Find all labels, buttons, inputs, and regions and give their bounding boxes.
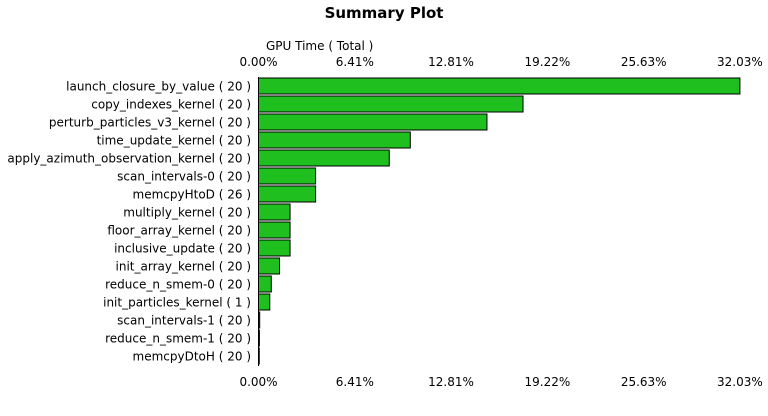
bar-4 [258, 149, 390, 167]
category-label: apply_azimuth_observation_kernel ( 20 ) [7, 152, 251, 166]
category-label: reduce_n_smem-0 ( 20 ) [105, 278, 251, 292]
bottom-tick-labels: 0.00% 6.41% 12.81% 19.22% 25.63% 32.03% [239, 375, 762, 389]
category-label: scan_intervals-1 ( 20 ) [117, 314, 251, 328]
category-label: memcpyDtoH ( 20 ) [133, 350, 251, 364]
category-label: init_particles_kernel ( 1 ) [103, 296, 251, 310]
chart-title: Summary Plot [324, 4, 444, 22]
bottom-tick-label: 25.63% [621, 375, 667, 389]
top-tick-label: 6.41% [336, 55, 374, 69]
category-label: floor_array_kernel ( 20 ) [107, 224, 251, 238]
category-label: init_array_kernel ( 20 ) [116, 260, 251, 274]
bottom-tick-label: 6.41% [336, 375, 374, 389]
top-tick-labels: 0.00% 6.41% 12.81% 19.22% 25.63% 32.03% [239, 55, 762, 69]
top-tick-label: 25.63% [621, 55, 667, 69]
bar-1 [258, 95, 524, 113]
category-label: time_update_kernel ( 20 ) [97, 134, 251, 148]
bottom-tick-label: 0.00% [239, 375, 277, 389]
bar-0 [258, 77, 741, 95]
category-labels: launch_closure_by_value ( 20 ) copy_index… [7, 80, 251, 364]
bar-10 [258, 257, 281, 275]
category-label: multiply_kernel ( 20 ) [123, 206, 251, 220]
category-label: launch_closure_by_value ( 20 ) [66, 80, 251, 94]
category-label: copy_indexes_kernel ( 20 ) [91, 98, 251, 112]
category-label: memcpyHtoD ( 26 ) [133, 188, 251, 202]
bars [258, 77, 741, 365]
x-axis-label: GPU Time ( Total ) [266, 39, 373, 53]
bar-5 [258, 167, 317, 185]
bar-11 [258, 275, 272, 293]
category-label: perturb_particles_v3_kernel ( 20 ) [49, 116, 251, 130]
bottom-tick-label: 12.81% [428, 375, 474, 389]
bar-9 [258, 239, 291, 257]
category-label: scan_intervals-0 ( 20 ) [117, 170, 251, 184]
bar-6 [258, 185, 317, 203]
bar-7 [258, 203, 291, 221]
top-tick-label: 12.81% [428, 55, 474, 69]
bar-3 [258, 131, 411, 149]
bottom-tick-label: 32.03% [717, 375, 763, 389]
top-tick-label: 32.03% [717, 55, 763, 69]
category-label: reduce_n_smem-1 ( 20 ) [105, 332, 251, 346]
category-label: inclusive_update ( 20 ) [114, 242, 251, 256]
top-tick-label: 19.22% [524, 55, 570, 69]
bar-8 [258, 221, 291, 239]
bar-12 [258, 293, 271, 311]
top-tick-label: 0.00% [239, 55, 277, 69]
bar-2 [258, 113, 488, 131]
bottom-tick-label: 19.22% [524, 375, 570, 389]
